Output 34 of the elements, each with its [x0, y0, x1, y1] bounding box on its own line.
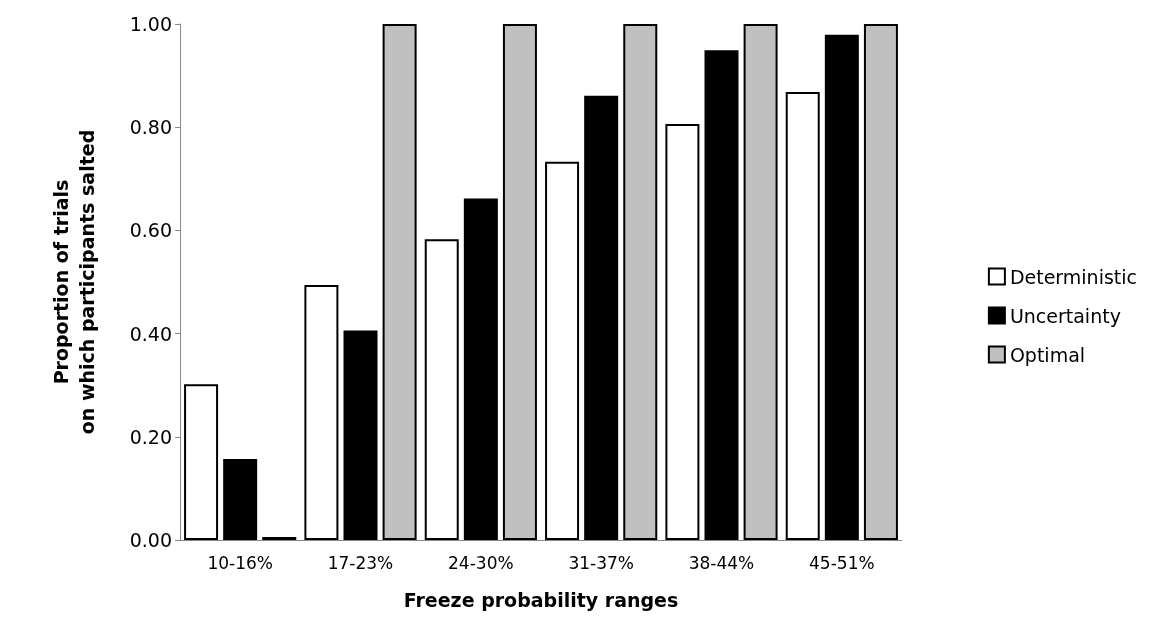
- x-tick-label: 24-30%: [448, 552, 514, 573]
- bar: [545, 161, 580, 540]
- x-tick-label: 31-37%: [568, 552, 634, 573]
- y-tick-label: 0.00: [129, 529, 172, 551]
- bar: [824, 34, 859, 540]
- y-axis-title: Proportion of trials on which participants salted: [50, 129, 98, 435]
- bar: [665, 124, 700, 540]
- y-tick-label: 0.80: [129, 116, 172, 139]
- y-tick-label: 0.20: [129, 425, 172, 448]
- bar: [304, 285, 339, 540]
- y-tick-label: 0.40: [129, 322, 172, 345]
- bar: [223, 458, 258, 540]
- bar: [785, 92, 820, 540]
- bar: [863, 24, 898, 540]
- bar: [704, 50, 739, 540]
- bar: [502, 24, 537, 540]
- bar: [463, 198, 498, 540]
- legend-label: Optimal: [1009, 343, 1086, 366]
- x-tick-label: 45-51%: [809, 552, 875, 573]
- x-axis-title: Freeze probability ranges: [403, 588, 679, 611]
- x-tick-label: 17-23%: [327, 552, 394, 573]
- legend-label: Deterministic: [1009, 265, 1138, 288]
- bar: [382, 24, 417, 540]
- bar: [584, 95, 619, 540]
- bar: [424, 239, 459, 540]
- bar: [743, 24, 778, 540]
- bar: [343, 330, 378, 540]
- x-tick-label: 10-16%: [207, 552, 273, 573]
- y-tick-label: 0.60: [129, 219, 172, 242]
- y-tick-label: 1.00: [129, 13, 172, 35]
- bar: [184, 384, 219, 540]
- bar: [623, 24, 658, 540]
- legend-label: Uncertainty: [1009, 304, 1121, 327]
- x-tick-label: 38-44%: [688, 552, 755, 573]
